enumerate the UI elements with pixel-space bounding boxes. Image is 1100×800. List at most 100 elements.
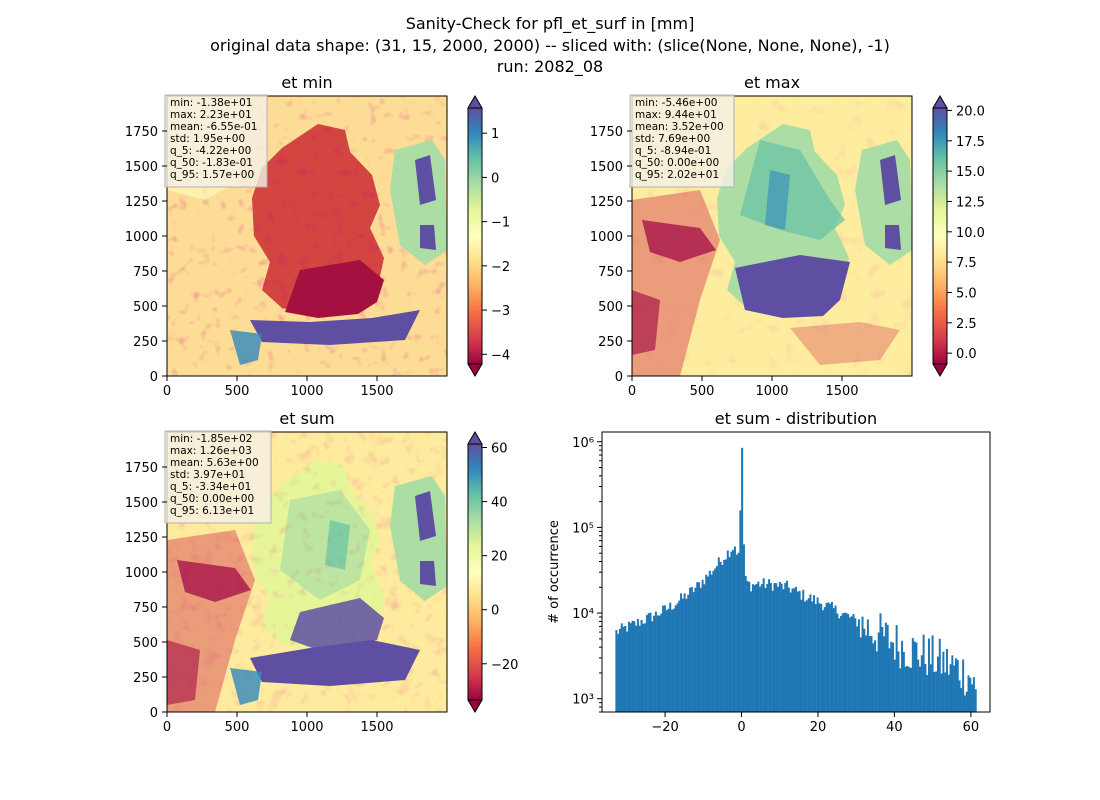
x-tick-label: 40 (886, 720, 903, 735)
colorbar-tick-label: −2 (491, 260, 510, 275)
histogram-bar (739, 510, 742, 712)
histogram-bar (820, 603, 823, 712)
histogram-bar (784, 582, 787, 712)
histogram-bar (751, 584, 754, 712)
x-tick-label: 0 (628, 384, 636, 399)
stat-line: mean: 3.52e+00 (635, 121, 724, 133)
y-tick-label: 1500 (125, 160, 158, 175)
histogram-bar (865, 635, 868, 712)
histogram-bar (755, 583, 758, 712)
y-axis: 0 250 500 750 1000 1250 1500 1750 (125, 125, 167, 385)
x-tick-label: 1000 (290, 720, 323, 735)
histogram-bar (924, 664, 927, 712)
x-tick-label: 1500 (825, 384, 858, 399)
histogram-bar (708, 570, 711, 712)
y-tick-label: 0 (150, 370, 158, 385)
stat-line: q_95: 6.13e+01 (170, 505, 254, 517)
histogram-bar (827, 602, 830, 712)
histogram-bar (883, 636, 886, 712)
y-axis: 0 250 500 750 1000 1250 1500 1750 (590, 125, 632, 385)
histogram-bar (680, 593, 683, 712)
y-tick-label: 1750 (590, 125, 623, 140)
histogram-bar (627, 621, 630, 712)
colorbar-tick-label: 40 (491, 496, 508, 511)
stat-line: q_95: 2.02e+01 (635, 169, 719, 181)
histogram-bar (651, 621, 654, 712)
stat-line: mean: -6.55e-01 (170, 121, 257, 133)
x-tick-label: 500 (225, 720, 250, 735)
panel-et-min: et min min: -1.38e+01 max: 2.23e+01 mean… (125, 73, 510, 399)
histogram-bar (904, 666, 907, 712)
stat-line: std: 7.69e+00 (635, 133, 710, 145)
histogram-bar (870, 636, 873, 712)
histogram-bar (638, 625, 641, 712)
stat-line: min: -1.85e+02 (170, 433, 252, 445)
histogram-bar (795, 586, 798, 712)
colorbar: 1 0 −1 −2 −3 −4 (467, 95, 510, 377)
histogram-bar (931, 635, 934, 712)
histogram-bars (615, 447, 977, 712)
histogram-bar (830, 601, 833, 712)
stat-line: q_50: 0.00e+00 (635, 157, 719, 169)
histogram-bar (698, 582, 701, 712)
histogram-bar (854, 618, 857, 712)
colorbar-tick-label: −20 (491, 658, 518, 673)
histogram-bar (919, 666, 922, 712)
colorbar-tick-label: 5.0 (956, 286, 977, 301)
histogram-bar (735, 554, 738, 712)
histogram-bar (838, 618, 841, 712)
histogram-bar (897, 651, 900, 712)
histogram-bar (742, 544, 745, 712)
histogram-bar (874, 640, 877, 712)
histogram-bar (771, 590, 774, 712)
histogram-bar (733, 546, 736, 712)
panel-et-sum-distribution: et sum - distribution −20 0 20 40 60 10³10⁴1… (547, 409, 991, 735)
histogram-bar (920, 655, 923, 712)
histogram-bar (956, 659, 959, 712)
colorbar-tick-label: 7.5 (956, 256, 977, 271)
y-tick-label: 750 (133, 265, 158, 280)
histogram-bar (868, 635, 871, 712)
histogram-bar (929, 664, 932, 712)
histogram-bar (701, 579, 704, 712)
histogram-bar (807, 598, 810, 712)
colorbar-ticks: 20.0 17.5 15.0 12.5 10.0 7.5 5.0 2.5 0.0 (947, 104, 985, 362)
histogram-bar (816, 597, 819, 712)
histogram-bar (653, 615, 656, 712)
suptitle-line-1: Sanity-Check for pfl_et_surf in [mm] (406, 14, 695, 34)
histogram-bar (640, 620, 643, 712)
histogram-bar (926, 675, 929, 712)
histogram-bar (802, 589, 805, 712)
histogram-bar (769, 583, 772, 712)
histogram-bar (863, 628, 866, 712)
stat-line: std: 1.95e+00 (170, 133, 245, 145)
histogram-bar (667, 608, 670, 712)
histogram-bar (732, 549, 735, 712)
histogram-bar (777, 586, 780, 712)
histogram-bar (879, 613, 882, 712)
histogram-bar (689, 587, 692, 712)
stats-box: min: -1.38e+01 max: 2.23e+01 mean: -6.55… (164, 94, 268, 188)
histogram-bar (778, 581, 781, 712)
y-tick-label: 1000 (125, 566, 158, 581)
y-tick-label: 1000 (125, 230, 158, 245)
histogram-bar (804, 601, 807, 712)
histogram-bar (818, 603, 821, 712)
histogram-bar (715, 566, 718, 712)
histogram-bar (845, 613, 848, 712)
histogram-bar (692, 592, 695, 712)
x-tick-label: −20 (651, 720, 678, 735)
histogram-bar (615, 630, 618, 712)
histogram-bar (811, 601, 814, 712)
histogram-bar (714, 568, 717, 712)
histogram-bar (662, 605, 665, 712)
histogram-bar (730, 551, 733, 712)
x-tick-label: 500 (690, 384, 715, 399)
histogram-bar (617, 633, 620, 712)
histogram-bar (663, 605, 666, 712)
histogram-bar (671, 609, 674, 712)
histogram-bar (906, 665, 909, 712)
histogram-bar (965, 691, 968, 712)
histogram-bar (665, 610, 668, 712)
histogram-bar (629, 623, 632, 712)
